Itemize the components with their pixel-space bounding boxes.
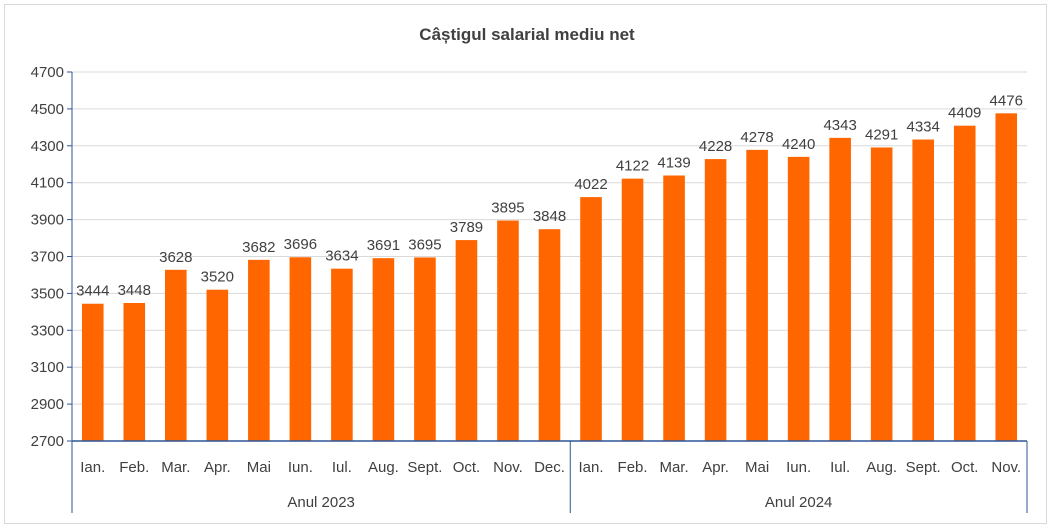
x-tick-label: Feb. — [618, 459, 648, 476]
x-tick-label: Mai — [745, 459, 769, 476]
bar — [870, 147, 893, 441]
bar — [455, 240, 478, 441]
bar — [746, 149, 768, 441]
x-tick-label: Dec. — [534, 459, 565, 476]
data-label: 4334 — [907, 119, 940, 136]
data-label: 4228 — [699, 138, 732, 155]
y-tick-labels: 2700 2900 3100 3300 3500 3700 3900 4100 4300 4500… — [31, 64, 64, 450]
y-tick-label: 3500 — [31, 285, 64, 302]
data-label: 3682 — [242, 239, 275, 256]
bar — [912, 139, 934, 442]
data-labels: 3444 3448 3628 3520 3682 3696 3634 3691 3695 3789… — [76, 92, 1023, 299]
bar — [165, 269, 187, 441]
x-tick-label: Iun. — [786, 459, 811, 476]
y-tick-label: 3700 — [31, 249, 64, 266]
y-tick-label: 3100 — [31, 359, 64, 376]
x-tick-label: Apr. — [204, 459, 231, 476]
x-tick-label: Sept. — [906, 459, 941, 476]
x-tick-label: Iul. — [332, 459, 352, 476]
y-tick-label: 4300 — [31, 138, 64, 155]
bar — [704, 159, 727, 442]
data-label: 4139 — [657, 155, 690, 172]
x-tick-label: Mar. — [161, 459, 190, 476]
x-tick-label: Oct. — [951, 459, 979, 476]
data-label: 3628 — [159, 249, 192, 266]
data-label: 3444 — [76, 283, 109, 300]
x-tick-label: Ian. — [579, 459, 604, 476]
bar — [787, 156, 810, 441]
bar — [123, 302, 146, 441]
data-label: 3789 — [450, 219, 483, 236]
x-tick-labels: Ian. Feb. Mar. Apr. Mai Iun. Iul. Aug. Sept. Oct.… — [80, 459, 1021, 476]
data-label: 3448 — [118, 282, 151, 299]
bars — [81, 113, 1018, 442]
y-tick-label: 4100 — [31, 175, 64, 192]
x-tick-label: Sept. — [407, 459, 442, 476]
data-label: 4291 — [865, 126, 898, 143]
x-tick-label: Nov. — [991, 459, 1021, 476]
bar — [497, 220, 519, 441]
gridlines — [72, 71, 1027, 405]
data-label: 4240 — [782, 136, 815, 153]
data-label: 3695 — [408, 236, 441, 253]
x-tick-label: Apr. — [702, 459, 729, 476]
y-tick-label: 3300 — [31, 322, 64, 339]
x-tick-label: Nov. — [493, 459, 523, 476]
x-tick-label: Ian. — [80, 459, 105, 476]
group-label: Anul 2024 — [765, 494, 833, 511]
bar — [538, 229, 561, 441]
bar — [580, 197, 602, 441]
x-tick-label: Iun. — [288, 459, 313, 476]
bar — [206, 289, 229, 441]
bar — [372, 258, 395, 441]
bar — [995, 113, 1018, 441]
bar — [663, 175, 685, 441]
bar — [289, 257, 312, 441]
data-label: 3696 — [284, 236, 317, 253]
data-label: 4343 — [823, 117, 856, 134]
bar — [829, 137, 851, 441]
x-tick-label: Iul. — [830, 459, 850, 476]
data-label: 3895 — [491, 200, 524, 217]
group-labels: Anul 2023 Anul 2024 — [287, 494, 832, 511]
y-tick-label: 3900 — [31, 212, 64, 229]
y-tick-label: 2900 — [31, 396, 64, 413]
data-label: 4409 — [948, 105, 981, 122]
x-tick-label: Oct. — [453, 459, 481, 476]
data-label: 3691 — [367, 237, 400, 254]
axes — [67, 71, 1028, 513]
data-label: 4476 — [990, 92, 1023, 109]
group-label: Anul 2023 — [287, 494, 355, 511]
bar — [331, 268, 353, 441]
data-label: 4278 — [740, 129, 773, 146]
y-tick-label: 2700 — [31, 433, 64, 450]
chart-title: Câștigul salarial mediu net — [419, 25, 635, 44]
data-label: 3520 — [201, 269, 234, 286]
bar — [81, 303, 104, 441]
bar — [953, 125, 976, 441]
bar — [414, 257, 436, 441]
y-tick-label: 4700 — [31, 64, 64, 81]
data-label: 3634 — [325, 248, 358, 265]
x-tick-label: Aug. — [368, 459, 399, 476]
data-label: 4122 — [616, 158, 649, 175]
x-tick-label: Mai — [247, 459, 271, 476]
x-tick-label: Feb. — [119, 459, 149, 476]
x-tick-label: Aug. — [866, 459, 897, 476]
data-label: 4022 — [574, 176, 607, 193]
x-tick-label: Mar. — [659, 459, 688, 476]
data-label: 3848 — [533, 208, 566, 225]
bar — [248, 259, 270, 441]
y-tick-label: 4500 — [31, 101, 64, 118]
bar — [621, 178, 644, 442]
